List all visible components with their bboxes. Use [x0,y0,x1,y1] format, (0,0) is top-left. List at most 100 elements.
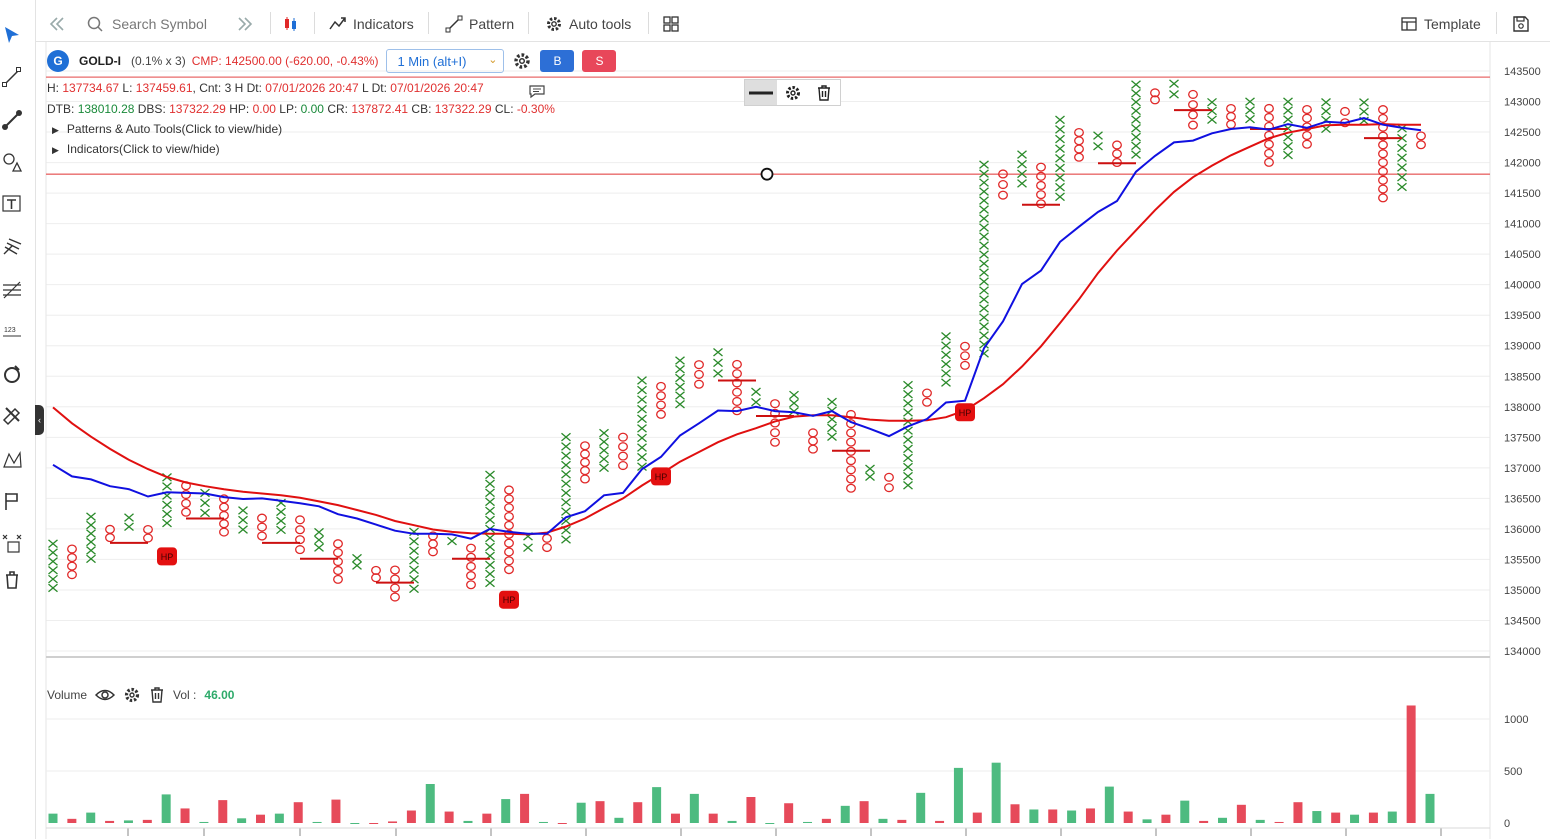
line-segment-icon[interactable] [0,107,24,133]
x-box [979,187,989,196]
x-box [675,399,685,409]
ruler-pencil-icon[interactable] [0,402,24,428]
pnf-chart-svg[interactable]: 143500 143000 142500 142000 141500 141000 1405… [36,42,1550,839]
symbol-badge: G [47,50,69,72]
volume-label: Volume [47,688,88,702]
toolbar-divider [270,12,271,34]
save-icon[interactable] [1512,14,1530,34]
cr-label: CR: [327,102,348,116]
x-box [162,518,172,528]
symbol-name[interactable]: GOLD-I [79,54,121,68]
o-column [371,565,381,583]
x-column [1321,97,1331,134]
x-box [1359,98,1369,107]
o-box [181,490,191,500]
x-box [1055,192,1065,202]
o-box [257,513,267,523]
search-input[interactable]: Search Symbol [112,16,207,32]
o-box [1264,103,1274,114]
volume-bar [1350,814,1360,823]
o-box [466,543,476,553]
o-box [1378,140,1388,150]
chevron-down-icon: ⌄ [488,54,498,66]
volume-bar [1331,812,1341,823]
o-column [105,524,115,543]
indicators-button[interactable]: Indicators [329,14,414,34]
indicators-toggle[interactable]: ▶ Indicators(Click to view/hide) [52,142,220,156]
template-button[interactable]: Template [1400,14,1481,34]
o-box [1074,144,1084,154]
line-settings-gear-icon[interactable] [777,80,809,105]
pattern-draw-icon[interactable] [0,447,24,473]
o-box [808,428,818,438]
volume-bar [444,811,454,823]
volume-settings-gear-icon[interactable] [123,686,141,704]
eye-icon[interactable] [95,688,116,702]
pitchfork-icon[interactable] [0,233,24,259]
chart-settings-gear-icon[interactable] [512,51,532,71]
cursor-arrow-icon[interactable] [0,22,24,48]
volume-bar [1387,811,1397,823]
sell-button[interactable]: S [582,50,617,72]
volume-bar [708,813,718,823]
x-box [1397,153,1407,162]
trend-line-icon[interactable] [0,64,24,90]
x-box [352,553,362,563]
interval-select[interactable]: 1 Min (alt+I) ⌄ [386,49,505,73]
search-box[interactable]: Search Symbol [86,14,207,34]
flag-icon[interactable] [0,488,24,514]
y-tick-label: 141000 [1504,219,1541,231]
o-column [428,531,438,557]
o-column [67,544,77,580]
dtb-label: DTB: [47,102,75,116]
x-box [1017,159,1027,169]
x-box [675,356,685,365]
auto-tools-button[interactable]: Auto tools [545,14,631,34]
o-column [694,360,704,389]
volume-bar [1010,804,1020,823]
hp-label: HP: [229,102,250,116]
layout-grid-icon[interactable] [662,14,680,34]
x-box [979,160,989,169]
main-chart-area[interactable]: 143500 143000 142500 142000 141500 141000 1405… [36,42,1550,839]
patterns-toggle[interactable]: ▶ Patterns & Auto Tools(Click to view/hid… [52,122,282,136]
remove-drawings-icon[interactable] [0,531,24,557]
fast-moving-average-line [52,116,1422,540]
nav-back-icon[interactable] [48,14,66,34]
x-box [485,470,495,480]
o-box [1150,88,1160,98]
volume-bar [180,808,190,823]
text-tool-icon[interactable] [0,191,24,217]
collapse-toolbar-tab[interactable]: ‹ [35,405,44,435]
o-box [1264,148,1274,158]
shapes-icon[interactable] [0,149,24,175]
measure-123-icon[interactable]: 123 [0,319,24,345]
buy-button[interactable]: B [540,50,575,72]
line-style-icon[interactable] [745,80,777,105]
comment-icon[interactable] [528,84,546,99]
x-box [1321,106,1331,116]
toolbar-divider [428,12,429,34]
o-box [846,483,856,493]
cycle-icon[interactable] [0,361,24,387]
o-box [333,557,343,567]
x-box [637,433,647,443]
fibonacci-icon[interactable] [0,277,24,303]
pattern-button[interactable]: Pattern [445,14,514,34]
toolbar-divider [1496,12,1497,34]
o-box [504,485,514,495]
volume-trash-icon[interactable] [149,686,165,704]
o-box [428,547,438,557]
x-box [238,515,248,525]
x-box [979,313,989,322]
x-column [827,397,837,441]
volume-bar [1067,810,1077,823]
o-box [466,580,476,590]
nav-forward-icon[interactable] [236,14,254,34]
lp-value: 0.00 [300,102,324,116]
line-delete-trash-icon[interactable] [808,80,840,105]
trash-icon[interactable] [0,567,24,593]
o-column [1302,104,1312,149]
chart-type-candle-icon[interactable] [282,14,300,34]
